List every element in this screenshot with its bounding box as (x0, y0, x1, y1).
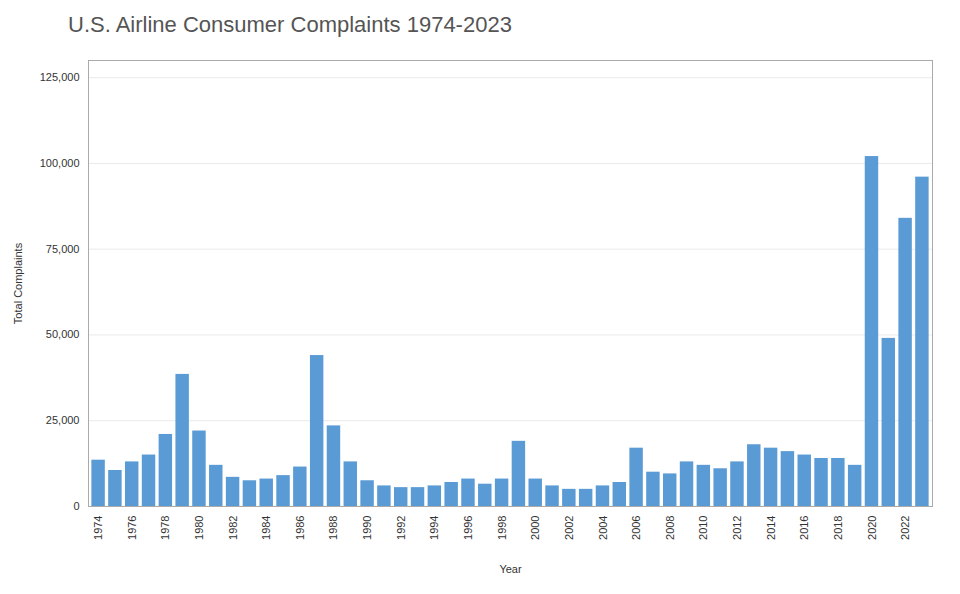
svg-text:1992: 1992 (395, 516, 407, 540)
svg-text:25,000: 25,000 (46, 414, 80, 426)
html-text:U.S. Airline Consumer Complain: U.S. Airline Consumer Complaints 1974-20… (68, 12, 512, 37)
svg-text:1994: 1994 (428, 516, 440, 540)
svg-text:1982: 1982 (227, 516, 239, 540)
svg-text:125,000: 125,000 (40, 71, 80, 83)
svg-text:Total Complaints: Total Complaints (12, 242, 24, 324)
svg-text:Year: Year (499, 563, 522, 575)
svg-text:1984: 1984 (260, 516, 272, 540)
svg-text:2012: 2012 (731, 516, 743, 540)
svg-text:1990: 1990 (361, 516, 373, 540)
svg-text:1980: 1980 (193, 516, 205, 540)
svg-text:2002: 2002 (563, 516, 575, 540)
svg-text:2022: 2022 (899, 516, 911, 540)
svg-text:2014: 2014 (765, 516, 777, 540)
svg-text:1976: 1976 (126, 516, 138, 540)
svg-text:2018: 2018 (832, 516, 844, 540)
svg-text:2006: 2006 (630, 516, 642, 540)
svg-text:2004: 2004 (596, 516, 608, 540)
svg-text:100,000: 100,000 (40, 157, 80, 169)
svg-text:1978: 1978 (159, 516, 171, 540)
svg-text:2008: 2008 (664, 516, 676, 540)
svg-text:2016: 2016 (798, 516, 810, 540)
svg-text:0: 0 (73, 500, 79, 512)
svg-text:1974: 1974 (92, 516, 104, 540)
svg-text:2010: 2010 (697, 516, 709, 540)
svg-text:1998: 1998 (496, 516, 508, 540)
svg-text:50,000: 50,000 (46, 328, 80, 340)
svg-text:1996: 1996 (462, 516, 474, 540)
svg-text:2000: 2000 (529, 516, 541, 540)
svg-text:1986: 1986 (294, 516, 306, 540)
svg-text:75,000: 75,000 (46, 243, 80, 255)
svg-text:1988: 1988 (327, 516, 339, 540)
svg-text:2020: 2020 (865, 516, 877, 540)
